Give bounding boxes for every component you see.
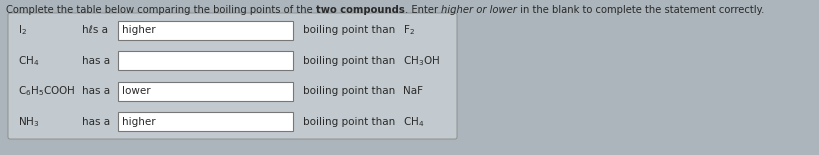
- FancyBboxPatch shape: [118, 21, 293, 40]
- Text: higher: higher: [122, 117, 156, 127]
- Text: CH$_4$: CH$_4$: [18, 54, 39, 68]
- Text: higher: higher: [122, 25, 156, 35]
- Text: boiling point than: boiling point than: [303, 25, 396, 35]
- Text: C$_6$H$_5$COOH: C$_6$H$_5$COOH: [18, 84, 75, 98]
- Text: has a: has a: [82, 56, 110, 66]
- Text: higher or lower: higher or lower: [441, 5, 517, 15]
- Text: two compounds: two compounds: [316, 5, 405, 15]
- Text: NH$_3$: NH$_3$: [18, 115, 39, 129]
- Text: CH$_3$OH: CH$_3$OH: [403, 54, 440, 68]
- Text: has a: has a: [82, 86, 110, 96]
- Text: NaF: NaF: [403, 86, 423, 96]
- Text: boiling point than: boiling point than: [303, 117, 396, 127]
- Text: has a: has a: [82, 117, 110, 127]
- Text: . Enter: . Enter: [405, 5, 441, 15]
- Text: I$_2$: I$_2$: [18, 23, 27, 37]
- Text: in the blank to complete the statement correctly.: in the blank to complete the statement c…: [517, 5, 764, 15]
- FancyBboxPatch shape: [118, 82, 293, 101]
- Text: boiling point than: boiling point than: [303, 56, 396, 66]
- Text: Complete the table below comparing the boiling points of the: Complete the table below comparing the b…: [6, 5, 316, 15]
- Text: CH$_4$: CH$_4$: [403, 115, 424, 129]
- Text: F$_2$: F$_2$: [403, 23, 415, 37]
- FancyBboxPatch shape: [8, 13, 457, 139]
- Text: hℓs a: hℓs a: [82, 25, 108, 35]
- FancyBboxPatch shape: [118, 51, 293, 70]
- Text: boiling point than: boiling point than: [303, 86, 396, 96]
- Text: lower: lower: [122, 86, 151, 96]
- FancyBboxPatch shape: [118, 112, 293, 131]
